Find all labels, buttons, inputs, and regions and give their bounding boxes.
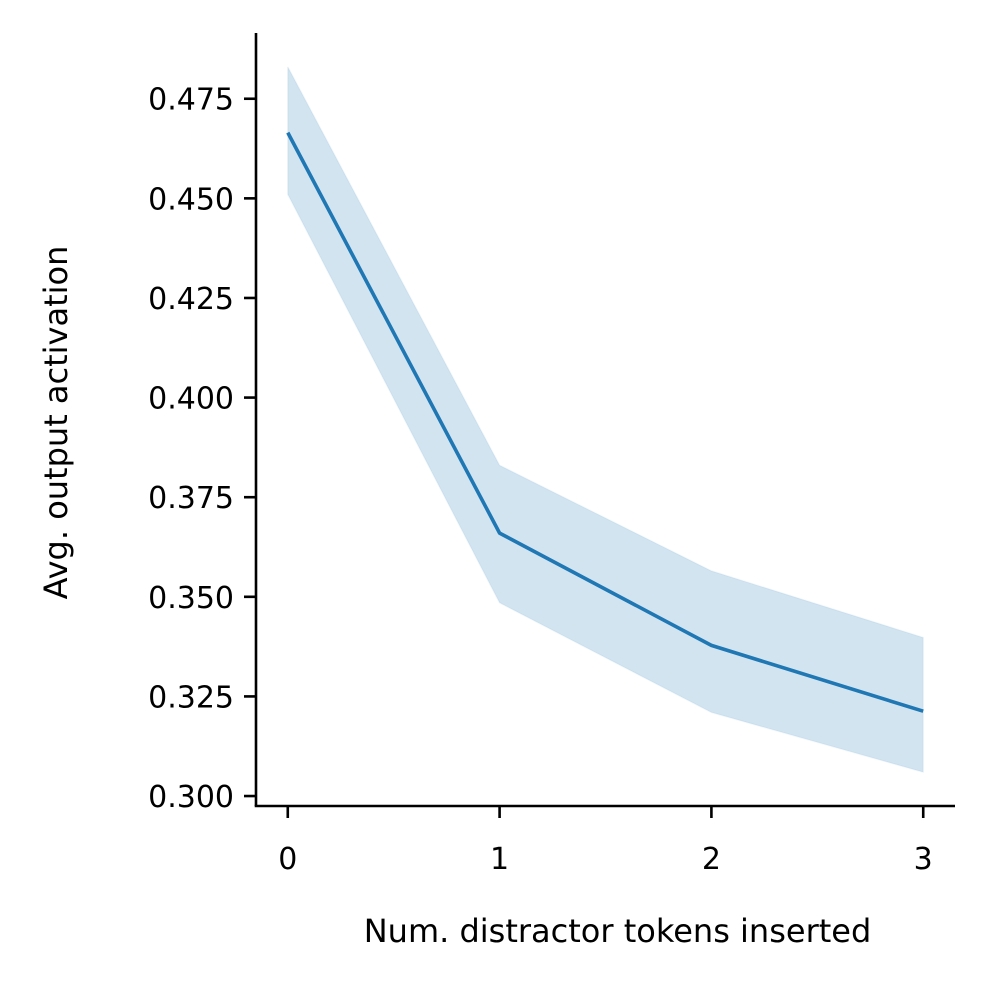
x-tick-label: 0: [278, 842, 297, 877]
y-tick-label: 0.300: [148, 780, 234, 815]
y-tick-label: 0.375: [148, 481, 234, 516]
x-tick-label: 1: [490, 842, 509, 877]
confidence-band-layer: [287, 66, 924, 774]
x-ticks: 0 1 2 3: [278, 806, 933, 877]
y-tick-label: 0.450: [148, 182, 234, 217]
y-tick-label: 0.325: [148, 680, 234, 715]
y-axis-label: Avg. output activation: [37, 246, 75, 600]
axes-layer: [254, 33, 955, 808]
y-ticks: 0.300 0.325 0.350 0.375 0.400 0.425 0.450 0.475: [148, 83, 256, 815]
series-line: [286, 131, 924, 713]
x-tick-label: 3: [914, 842, 933, 877]
x-axis-label: Num. distractor tokens inserted: [364, 912, 872, 950]
confidence-band: [287, 66, 924, 774]
y-tick-label: 0.425: [148, 282, 234, 317]
y-tick-label: 0.475: [148, 83, 234, 118]
y-tick-label: 0.400: [148, 382, 234, 417]
series-line-layer: [286, 131, 924, 713]
y-tick-label: 0.350: [148, 581, 234, 616]
x-tick-label: 2: [702, 842, 721, 877]
